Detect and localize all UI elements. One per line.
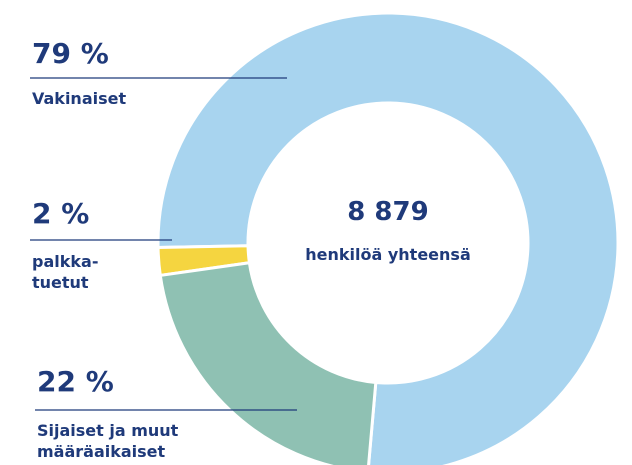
center-caption: henkilöä yhteensä — [305, 245, 470, 264]
value-label: 2 % — [32, 197, 89, 230]
donut — [156, 11, 620, 465]
category-label: palkka-tuetut — [32, 252, 98, 292]
category-label: Sijaiset ja muut määräaikaiset — [37, 421, 179, 461]
slice — [158, 261, 378, 465]
slice — [156, 11, 620, 465]
value-label: 22 % — [37, 365, 114, 398]
category-label: Vakinaiset — [32, 89, 126, 108]
center-value: 8 879 — [347, 197, 428, 227]
value-label: 79 % — [32, 37, 109, 70]
